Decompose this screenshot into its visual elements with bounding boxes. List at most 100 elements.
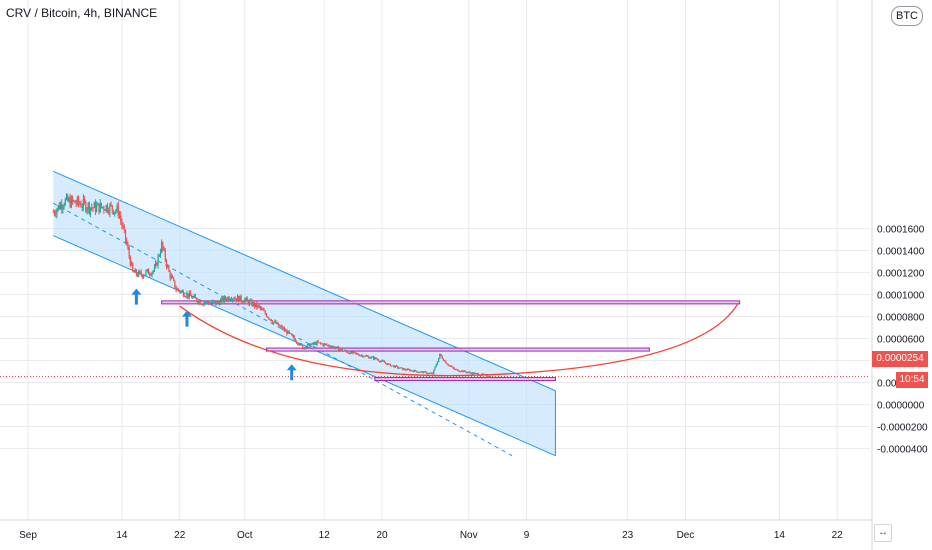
candle-body bbox=[135, 269, 137, 275]
candle-body bbox=[185, 296, 187, 298]
candle-body bbox=[163, 248, 165, 251]
candle-body bbox=[334, 347, 336, 349]
candle-body bbox=[175, 288, 177, 291]
candle-body bbox=[399, 367, 401, 369]
candle-body bbox=[228, 297, 230, 300]
candle-body bbox=[487, 376, 489, 378]
candle-body bbox=[336, 346, 339, 348]
candle-body bbox=[263, 310, 265, 312]
candle-body bbox=[430, 373, 432, 375]
scale-toggle-button[interactable]: ↔ bbox=[874, 524, 892, 542]
candle-body bbox=[316, 341, 318, 345]
candle-body bbox=[358, 354, 360, 356]
candle-body bbox=[474, 373, 476, 375]
candle-body bbox=[462, 370, 464, 372]
candle-body bbox=[206, 301, 209, 303]
currency-badge[interactable]: BTC bbox=[891, 6, 923, 26]
candle-body bbox=[203, 302, 205, 305]
candle-body bbox=[265, 313, 268, 317]
candle-body bbox=[329, 346, 331, 348]
candle-body bbox=[111, 205, 113, 211]
candle-body bbox=[102, 207, 104, 209]
candle-body bbox=[403, 368, 405, 370]
candle-body bbox=[195, 297, 198, 302]
candle-body bbox=[167, 265, 169, 267]
candle-body bbox=[246, 297, 248, 301]
candle-body bbox=[108, 211, 110, 213]
candle-body bbox=[291, 333, 293, 336]
candle-body bbox=[346, 351, 348, 353]
candle-body bbox=[70, 197, 72, 208]
candle-body bbox=[392, 365, 394, 367]
candle-body bbox=[281, 326, 283, 330]
candle-body bbox=[475, 373, 477, 375]
candle-body bbox=[435, 364, 437, 367]
candle-body bbox=[204, 302, 206, 304]
candle-body bbox=[489, 376, 491, 378]
candle-body bbox=[134, 269, 136, 273]
price-tick-label: 0.0000600 bbox=[877, 335, 925, 346]
candle-body bbox=[332, 346, 334, 348]
candle-body bbox=[488, 376, 490, 378]
candle-body bbox=[112, 210, 115, 214]
candle-body bbox=[64, 199, 66, 205]
candle-body bbox=[258, 305, 260, 307]
candle-body bbox=[279, 325, 281, 327]
candle-body bbox=[383, 361, 386, 363]
candle-body bbox=[205, 301, 207, 303]
candle-body bbox=[139, 271, 141, 273]
candle-body bbox=[352, 351, 354, 354]
up-arrow-icon bbox=[181, 310, 192, 327]
candle-body bbox=[277, 322, 280, 326]
candle-body bbox=[58, 205, 60, 210]
candle-body bbox=[67, 195, 69, 201]
candle-body bbox=[247, 300, 249, 305]
candle-body bbox=[56, 209, 58, 215]
candle-body bbox=[197, 301, 199, 304]
candle-body bbox=[288, 330, 290, 333]
candle-body bbox=[398, 367, 400, 369]
candle-body bbox=[407, 368, 410, 370]
candle-body bbox=[63, 204, 65, 207]
candle-body bbox=[444, 360, 446, 362]
candle-body bbox=[176, 288, 178, 291]
candle-body bbox=[411, 370, 413, 372]
candle-body bbox=[323, 343, 325, 346]
time-tick-label: Nov bbox=[460, 530, 478, 541]
bar-countdown-label: 10:54 bbox=[896, 372, 928, 388]
candle-body bbox=[372, 356, 375, 360]
candle-body bbox=[126, 240, 128, 245]
candle-body bbox=[425, 371, 428, 374]
candle-body bbox=[68, 198, 70, 201]
support-resistance-zone bbox=[265, 347, 650, 352]
candle-body bbox=[220, 299, 222, 305]
candle-body bbox=[248, 300, 251, 305]
candle-body bbox=[297, 342, 299, 345]
candle-body bbox=[216, 301, 218, 305]
candle-body bbox=[294, 339, 296, 342]
candle-body bbox=[171, 276, 174, 279]
candle-body bbox=[368, 356, 370, 359]
candle-body bbox=[120, 215, 122, 221]
candle-body bbox=[241, 300, 243, 302]
candle-body bbox=[466, 372, 469, 374]
candle-body bbox=[348, 353, 351, 355]
candle-body bbox=[192, 296, 194, 299]
candle-body bbox=[395, 365, 398, 367]
candle-body bbox=[375, 357, 377, 359]
candle-body bbox=[199, 300, 201, 305]
candle-body bbox=[169, 271, 171, 279]
candle-body bbox=[117, 205, 119, 216]
candle-body bbox=[341, 349, 343, 352]
candle-body bbox=[238, 296, 240, 302]
candle-body bbox=[106, 205, 109, 212]
candle-body bbox=[442, 358, 445, 361]
candle-body bbox=[385, 362, 387, 364]
time-tick-label: 23 bbox=[622, 530, 634, 541]
current-price-label: 0.0000254 bbox=[872, 351, 928, 367]
candle-body bbox=[322, 343, 324, 346]
candle-body bbox=[454, 369, 457, 371]
chart-annotations bbox=[0, 170, 870, 457]
candle-body bbox=[333, 346, 335, 349]
